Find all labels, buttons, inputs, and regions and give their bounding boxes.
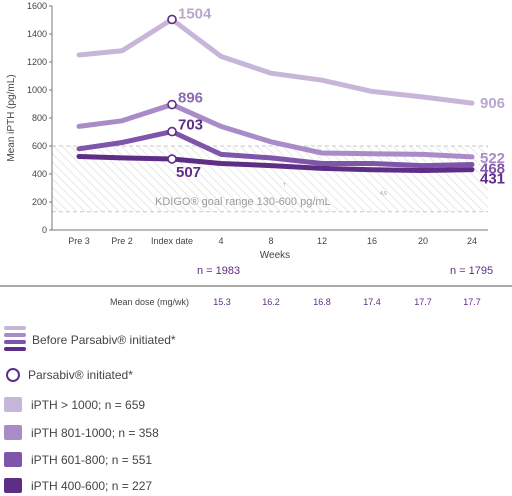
legend-item-label: iPTH 801-1000; n = 358 xyxy=(31,425,159,440)
x-tick-label: 16 xyxy=(367,236,377,246)
index-date-marker xyxy=(167,99,177,110)
legend-item: iPTH > 1000; n = 659 xyxy=(4,397,145,412)
legend-item-label: iPTH 601-800; n = 551 xyxy=(31,452,153,467)
series-line xyxy=(76,154,475,173)
x-tick-label: 8 xyxy=(268,236,273,246)
x-tick-label: Pre 2 xyxy=(111,236,133,246)
y-tick-label: 800 xyxy=(32,113,47,123)
legend-before-initiated: Before Parsabiv® initiated* xyxy=(4,326,176,354)
dose-value: 16.8 xyxy=(313,297,331,307)
end-value-label: 431 xyxy=(480,171,505,188)
legend-item: iPTH 601-800; n = 551 xyxy=(4,452,152,467)
y-tick-label: 200 xyxy=(32,197,47,207)
dose-value: 16.2 xyxy=(262,297,280,307)
index-value-label: 507 xyxy=(176,164,201,181)
index-date-marker xyxy=(167,126,177,137)
swatch-icon xyxy=(4,397,22,412)
legend-initiated-label: Parsabiv® initiated* xyxy=(28,368,133,382)
lines-swatch-icon xyxy=(4,326,26,354)
legend-before-label: Before Parsabiv® initiated* xyxy=(32,333,176,347)
legend-item: iPTH 801-1000; n = 358 xyxy=(4,425,159,440)
y-tick-label: 1600 xyxy=(27,1,47,11)
index-value-label: 896 xyxy=(178,90,203,107)
swatch-icon xyxy=(4,425,22,440)
legend-item-label: iPTH > 1000; n = 659 xyxy=(31,397,146,412)
y-axis-title: Mean iPTH (pg/mL) xyxy=(6,74,17,161)
end-value-label: 522 xyxy=(480,150,505,167)
index-date-marker xyxy=(167,154,177,164)
open-circle-icon xyxy=(6,368,20,382)
x-tick-label: 24 xyxy=(467,236,477,246)
swatch-icon xyxy=(4,452,22,467)
swatch-icon xyxy=(4,478,22,493)
legend-initiated: Parsabiv® initiated* xyxy=(4,368,133,382)
x-tick-label: Index date xyxy=(151,236,193,246)
n-start-label: n = 1983 xyxy=(197,265,240,277)
series-line xyxy=(76,16,475,106)
y-tick-label: 600 xyxy=(32,141,47,151)
y-tick-label: 1000 xyxy=(27,85,47,95)
goal-range-superscript: 4,5 xyxy=(380,191,387,197)
y-tick-label: 1200 xyxy=(27,57,47,67)
index-value-label: 1504 xyxy=(178,5,212,22)
n-end-label: n = 1795 xyxy=(450,265,493,277)
y-tick-label: 400 xyxy=(32,169,47,179)
y-tick-label: 0 xyxy=(42,225,47,235)
series-line xyxy=(76,102,475,160)
legend-item: iPTH 400-600; n = 227 xyxy=(4,478,152,493)
legend-item-label: iPTH 400-600; n = 227 xyxy=(31,478,153,493)
x-tick-label: 4 xyxy=(218,236,223,246)
legend: Before Parsabiv® initiated* Parsabiv® in… xyxy=(0,320,512,496)
end-value-label: 468 xyxy=(480,160,505,177)
goal-range-label: KDIGO® goal range 130-600 pg/mL xyxy=(155,196,331,208)
index-date-marker xyxy=(167,14,177,25)
dose-value: 17.7 xyxy=(414,297,432,307)
dose-title: Mean dose (mg/wk) xyxy=(110,297,189,307)
x-tick-label: 20 xyxy=(418,236,428,246)
dose-value: 17.7 xyxy=(463,297,481,307)
line-chart: 0 200 400 600 800 1000 1200 1400 1600 Mean iPTH (… xyxy=(0,1,512,307)
dose-value: 15.3 xyxy=(213,297,231,307)
dose-value: 17.4 xyxy=(363,297,381,307)
x-axis-title: Weeks xyxy=(260,250,290,261)
goal-range-dagger: † xyxy=(283,183,286,189)
end-value-label: 906 xyxy=(480,95,505,112)
y-tick-label: 1400 xyxy=(27,29,47,39)
x-tick-label: Pre 3 xyxy=(68,236,90,246)
series-line xyxy=(76,129,475,169)
index-value-label: 703 xyxy=(178,117,203,134)
x-tick-label: 12 xyxy=(317,236,327,246)
